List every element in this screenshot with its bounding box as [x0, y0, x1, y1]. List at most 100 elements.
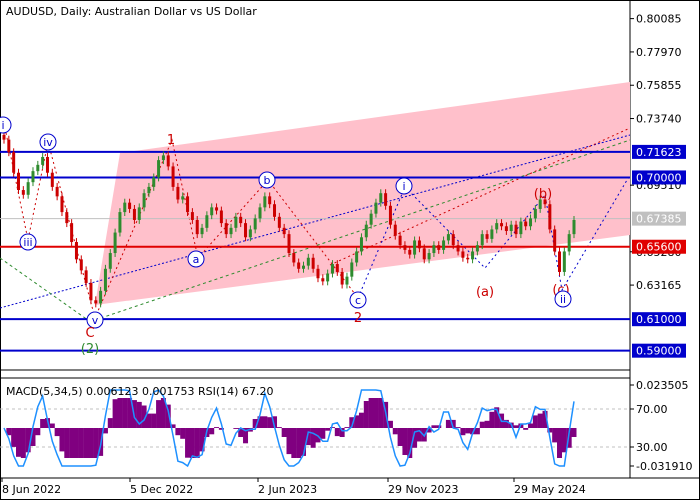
macd-bar — [185, 428, 191, 458]
candle-body — [490, 229, 494, 239]
indicator-axis-label: 70.00 — [636, 403, 668, 416]
candle-body — [60, 196, 64, 213]
candle-body — [364, 224, 368, 238]
wave-label: (2) — [81, 342, 99, 357]
macd-bar — [49, 423, 55, 428]
candle-body — [413, 240, 417, 255]
candle-body — [26, 182, 30, 195]
candle-body — [248, 229, 252, 238]
indicator-axis-label: 30.00 — [636, 441, 668, 454]
candle-body — [538, 199, 542, 209]
macd-bar — [397, 428, 403, 446]
macd-bar — [209, 428, 215, 435]
macd-bar — [252, 419, 258, 428]
wave-label-circle — [187, 250, 205, 268]
level-label: 0.70000 — [636, 171, 682, 184]
macd-bar — [547, 428, 553, 433]
candle-body — [132, 208, 136, 220]
wave-label: a — [193, 253, 200, 266]
candle-body — [485, 234, 489, 239]
candle-body — [393, 224, 397, 236]
rising-channel — [95, 82, 630, 305]
candle-body — [442, 240, 446, 250]
macd-bar — [305, 428, 311, 446]
macd-bar — [552, 428, 558, 443]
candle-body — [200, 227, 204, 235]
rsi-line — [3, 389, 575, 468]
price-tick-label: 0.75855 — [636, 79, 682, 92]
candle-body — [446, 234, 450, 241]
candle-body — [45, 156, 49, 173]
macd-bar — [238, 428, 244, 437]
candle-body — [321, 278, 325, 282]
price-tick-label: 0.77970 — [636, 46, 682, 59]
macd-bar — [349, 417, 355, 428]
wave-c-line — [0, 257, 96, 326]
macd-bar — [460, 428, 466, 436]
candle-body — [282, 227, 286, 235]
candle-body — [374, 202, 378, 214]
candle-body — [480, 234, 484, 246]
candle-body — [533, 208, 537, 219]
macd-bar — [165, 404, 171, 428]
candle-body — [548, 204, 552, 230]
level-label: 0.59000 — [636, 345, 682, 358]
candle-body — [239, 216, 243, 224]
candle-body — [137, 207, 141, 220]
macd-bar — [136, 401, 142, 428]
macd-bar — [15, 428, 21, 457]
wave-label-circle — [39, 133, 57, 151]
macd-bar — [189, 428, 195, 458]
macd-bar — [107, 418, 113, 428]
candle-body — [379, 193, 383, 203]
candle-body — [108, 253, 112, 269]
candle-body — [456, 245, 460, 252]
macd-bar — [479, 421, 485, 428]
price-tick-label: 0.63165 — [636, 279, 682, 292]
candle-body — [466, 257, 470, 260]
candle-body — [258, 207, 262, 219]
wave-label-circle — [395, 177, 413, 195]
macd-bar — [387, 420, 393, 428]
macd-bar — [426, 428, 432, 433]
candle-body — [422, 248, 426, 260]
candle-body — [558, 251, 562, 272]
wave-label-circle — [19, 233, 37, 251]
price-levels — [0, 150, 630, 352]
candle-body — [244, 223, 248, 238]
candle-body — [12, 152, 16, 173]
candle-body — [359, 237, 363, 252]
macd-bar — [73, 428, 79, 458]
macd-bar — [571, 428, 577, 437]
wave-label: 1 — [167, 133, 175, 148]
macd-bar — [122, 398, 128, 428]
wave-label: c — [355, 294, 361, 307]
macd-bar — [455, 427, 461, 428]
candle-body — [432, 245, 436, 254]
wave-label: b — [264, 174, 271, 187]
macd-bar — [494, 407, 500, 428]
macd-bar — [286, 428, 292, 455]
candle-body — [509, 224, 513, 231]
candle-body — [268, 196, 272, 205]
candle-body — [157, 160, 161, 178]
candle-body — [384, 193, 388, 206]
macd-bar — [64, 428, 70, 458]
candle-body — [461, 251, 465, 258]
candle-body — [553, 229, 557, 252]
macd-bar — [300, 428, 306, 456]
macd-bar — [267, 417, 273, 428]
price-tick-label: 0.80085 — [636, 13, 682, 26]
level-tag — [632, 343, 686, 358]
wave-label-circle — [258, 171, 276, 189]
candle-body — [152, 177, 156, 187]
macd-bar — [69, 428, 75, 458]
macd-bar — [334, 428, 340, 437]
level-label: 0.61000 — [636, 313, 682, 326]
candle-body — [65, 212, 69, 224]
candle-body — [350, 262, 354, 277]
candle-body — [79, 259, 83, 271]
wave-label: ii — [560, 293, 566, 306]
candle-body — [369, 213, 373, 225]
